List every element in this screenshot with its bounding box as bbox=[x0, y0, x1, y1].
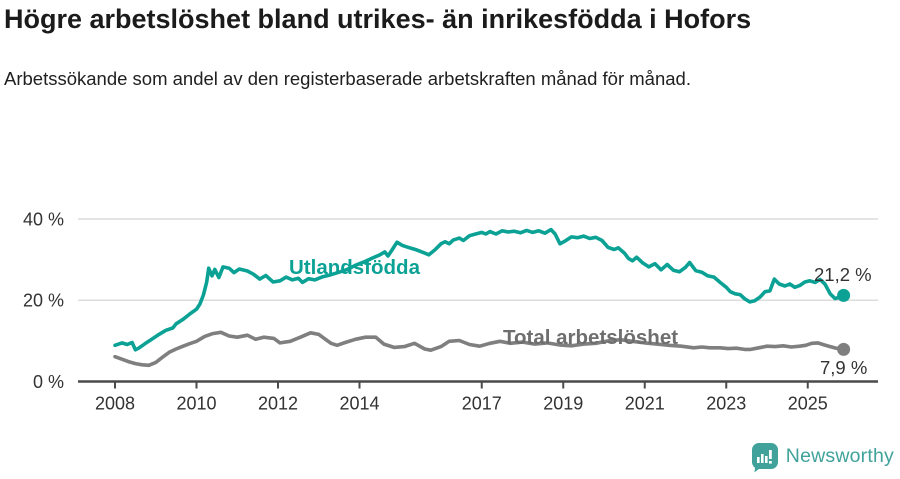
series-line-total bbox=[113, 330, 846, 368]
newsworthy-wordmark: Newsworthy bbox=[785, 444, 894, 467]
end-value-label: 21,2 % bbox=[814, 264, 872, 285]
series-label: Total arbetslöshet bbox=[503, 326, 678, 349]
y-axis-tick-label: 0 % bbox=[33, 372, 64, 392]
x-axis-tick-label: 2019 bbox=[543, 394, 583, 414]
y-axis-tick-label: 40 % bbox=[23, 209, 64, 229]
x-axis-tick-label: 2025 bbox=[788, 394, 828, 414]
series-label: Utlandsfödda bbox=[289, 256, 421, 279]
series-endpoint-dot bbox=[837, 288, 851, 302]
x-axis-tick-label: 2021 bbox=[625, 394, 665, 414]
bar-chart-exclamation-icon bbox=[756, 450, 772, 464]
x-axis-tick-label: 2008 bbox=[95, 394, 135, 414]
x-axis-tick-label: 2010 bbox=[176, 394, 216, 414]
y-axis-tick-label: 20 % bbox=[23, 291, 64, 311]
chart-header: Högre arbetslöshet bland utrikes- än inr… bbox=[4, 2, 864, 94]
x-axis-tick-label: 2017 bbox=[462, 394, 502, 414]
x-axis-tick-label: 2012 bbox=[258, 394, 298, 414]
newsworthy-logo[interactable]: Newsworthy bbox=[751, 441, 894, 471]
end-value-label: 7,9 % bbox=[820, 357, 867, 378]
series-endpoint-dot bbox=[837, 342, 851, 356]
newsworthy-badge-icon bbox=[751, 443, 778, 469]
chart-subtitle: Arbetssökande som andel av den registerb… bbox=[4, 67, 691, 89]
series-line-utlandsfodda bbox=[113, 227, 846, 352]
x-axis-tick-label: 2014 bbox=[339, 394, 379, 414]
x-axis-tick-label: 2023 bbox=[706, 394, 746, 414]
chart-title: Högre arbetslöshet bland utrikes- än inr… bbox=[4, 4, 752, 34]
